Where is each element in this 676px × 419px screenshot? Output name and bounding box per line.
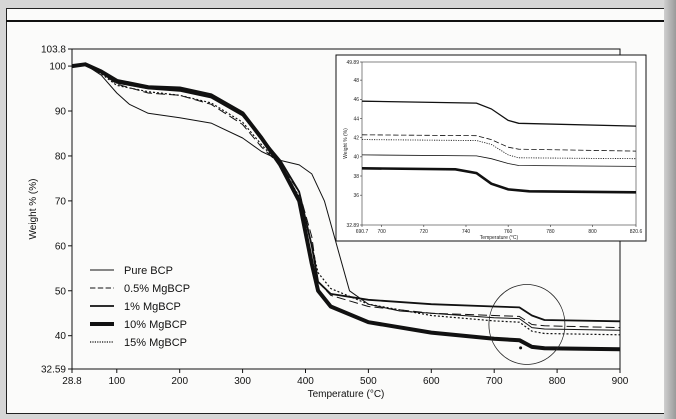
x-tick-label: 800 — [549, 376, 566, 387]
x-tick-label: 500 — [360, 376, 377, 387]
x-tick-label: 200 — [171, 376, 188, 387]
series-line-4 — [71, 64, 621, 336]
inset-y-tick-label: 46 — [353, 97, 359, 103]
inset-y-tick-label: 42 — [353, 135, 359, 141]
inset-x-tick-label: 690.7 — [356, 229, 369, 235]
y-tick-label: 50 — [55, 286, 67, 297]
y-tick-label: 100 — [49, 62, 66, 73]
series-line-0 — [71, 64, 621, 331]
inset-x-tick-label: 820.6 — [630, 229, 643, 235]
y-tick-label: 40 — [55, 331, 67, 342]
inset-y-tick-label: 49.89 — [346, 60, 359, 66]
x-tick-label: 100 — [108, 376, 125, 387]
inset-series-line-2 — [361, 139, 637, 160]
y-tick-label: 60 — [55, 241, 67, 252]
main-x-axis: 28.8 100 200 300 400 500 600 700 800 900 — [62, 369, 629, 387]
legend-label: 10% MgBCP — [124, 319, 187, 331]
inset-x-tick-label: 740 — [462, 229, 471, 235]
x-tick-label: 900 — [612, 376, 629, 387]
x-tick-label: 400 — [297, 376, 314, 387]
inset-x-axis-label: Temperature (°C) — [480, 235, 519, 241]
inset-y-axis-label: Weight % (%) — [343, 128, 349, 159]
x-tick-label: 600 — [423, 376, 440, 387]
x-tick-label: 28.8 — [62, 376, 82, 387]
y-tick-label: 103.8 — [41, 45, 66, 56]
inset-plot-area — [361, 61, 637, 226]
inset-x-tick-label: 780 — [546, 229, 555, 235]
inset-x-tick-label: 700 — [377, 229, 386, 235]
inset-frame — [335, 54, 647, 242]
top-rule — [6, 20, 670, 22]
inset-series-line-4 — [361, 167, 637, 194]
inset-y-tick-label: 40 — [353, 155, 359, 161]
y-tick-label: 70 — [55, 196, 67, 207]
inset-x-tick-label: 720 — [420, 229, 429, 235]
main-x-axis-label: Temperature (°C) — [308, 389, 385, 400]
legend-label: 1% MgBCP — [124, 301, 181, 313]
legend-label: 0.5% MgBCP — [124, 283, 190, 295]
x-tick-label: 700 — [486, 376, 503, 387]
main-y-axis-label: Weight % (%) — [28, 179, 39, 240]
series-line-3 — [71, 62, 621, 352]
inset-y-tick-label: 32.89 — [346, 223, 359, 229]
main-plot: 28.8 100 200 300 400 500 600 700 800 900 32.59 40 5… — [28, 45, 629, 401]
zoom-region-ellipse — [488, 284, 566, 365]
inset-y-tick-label: 44 — [353, 116, 359, 122]
speck-mark — [519, 346, 523, 350]
inset-series-line-1 — [361, 134, 637, 152]
inset-y-tick-label: 48 — [353, 78, 359, 84]
inset-plot: 690.7 700 720 740 760 780 800 820.6 32.89 36 38 40… — [335, 54, 647, 242]
inset-y-axis: 32.89 36 38 40 42 44 46 48 49.89 — [346, 60, 362, 229]
inset-y-tick-label: 36 — [353, 193, 359, 199]
y-tick-label: 32.59 — [41, 365, 66, 376]
inset-series-line-3 — [361, 154, 637, 167]
inset-series-group — [361, 100, 637, 194]
inset-x-tick-label: 800 — [588, 229, 597, 235]
y-tick-label: 80 — [55, 151, 67, 162]
main-series-group — [71, 62, 621, 352]
inset-y-tick-label: 38 — [353, 174, 359, 180]
inset-x-tick-label: 760 — [504, 229, 513, 235]
inset-series-line-0 — [361, 100, 637, 127]
y-tick-label: 90 — [55, 107, 67, 118]
page-edge — [664, 0, 676, 419]
legend-label: Pure BCP — [124, 265, 173, 277]
main-y-axis: 32.59 40 50 60 70 80 90 100 103.8 — [41, 45, 72, 376]
legend-label: 15% MgBCP — [124, 337, 187, 349]
x-tick-label: 300 — [234, 376, 251, 387]
legend: Pure BCP 0.5% MgBCP 1% MgBCP 10% MgBCP 15% M… — [90, 265, 190, 349]
inset-x-axis: 690.7 700 720 740 760 780 800 820.6 — [356, 225, 643, 235]
